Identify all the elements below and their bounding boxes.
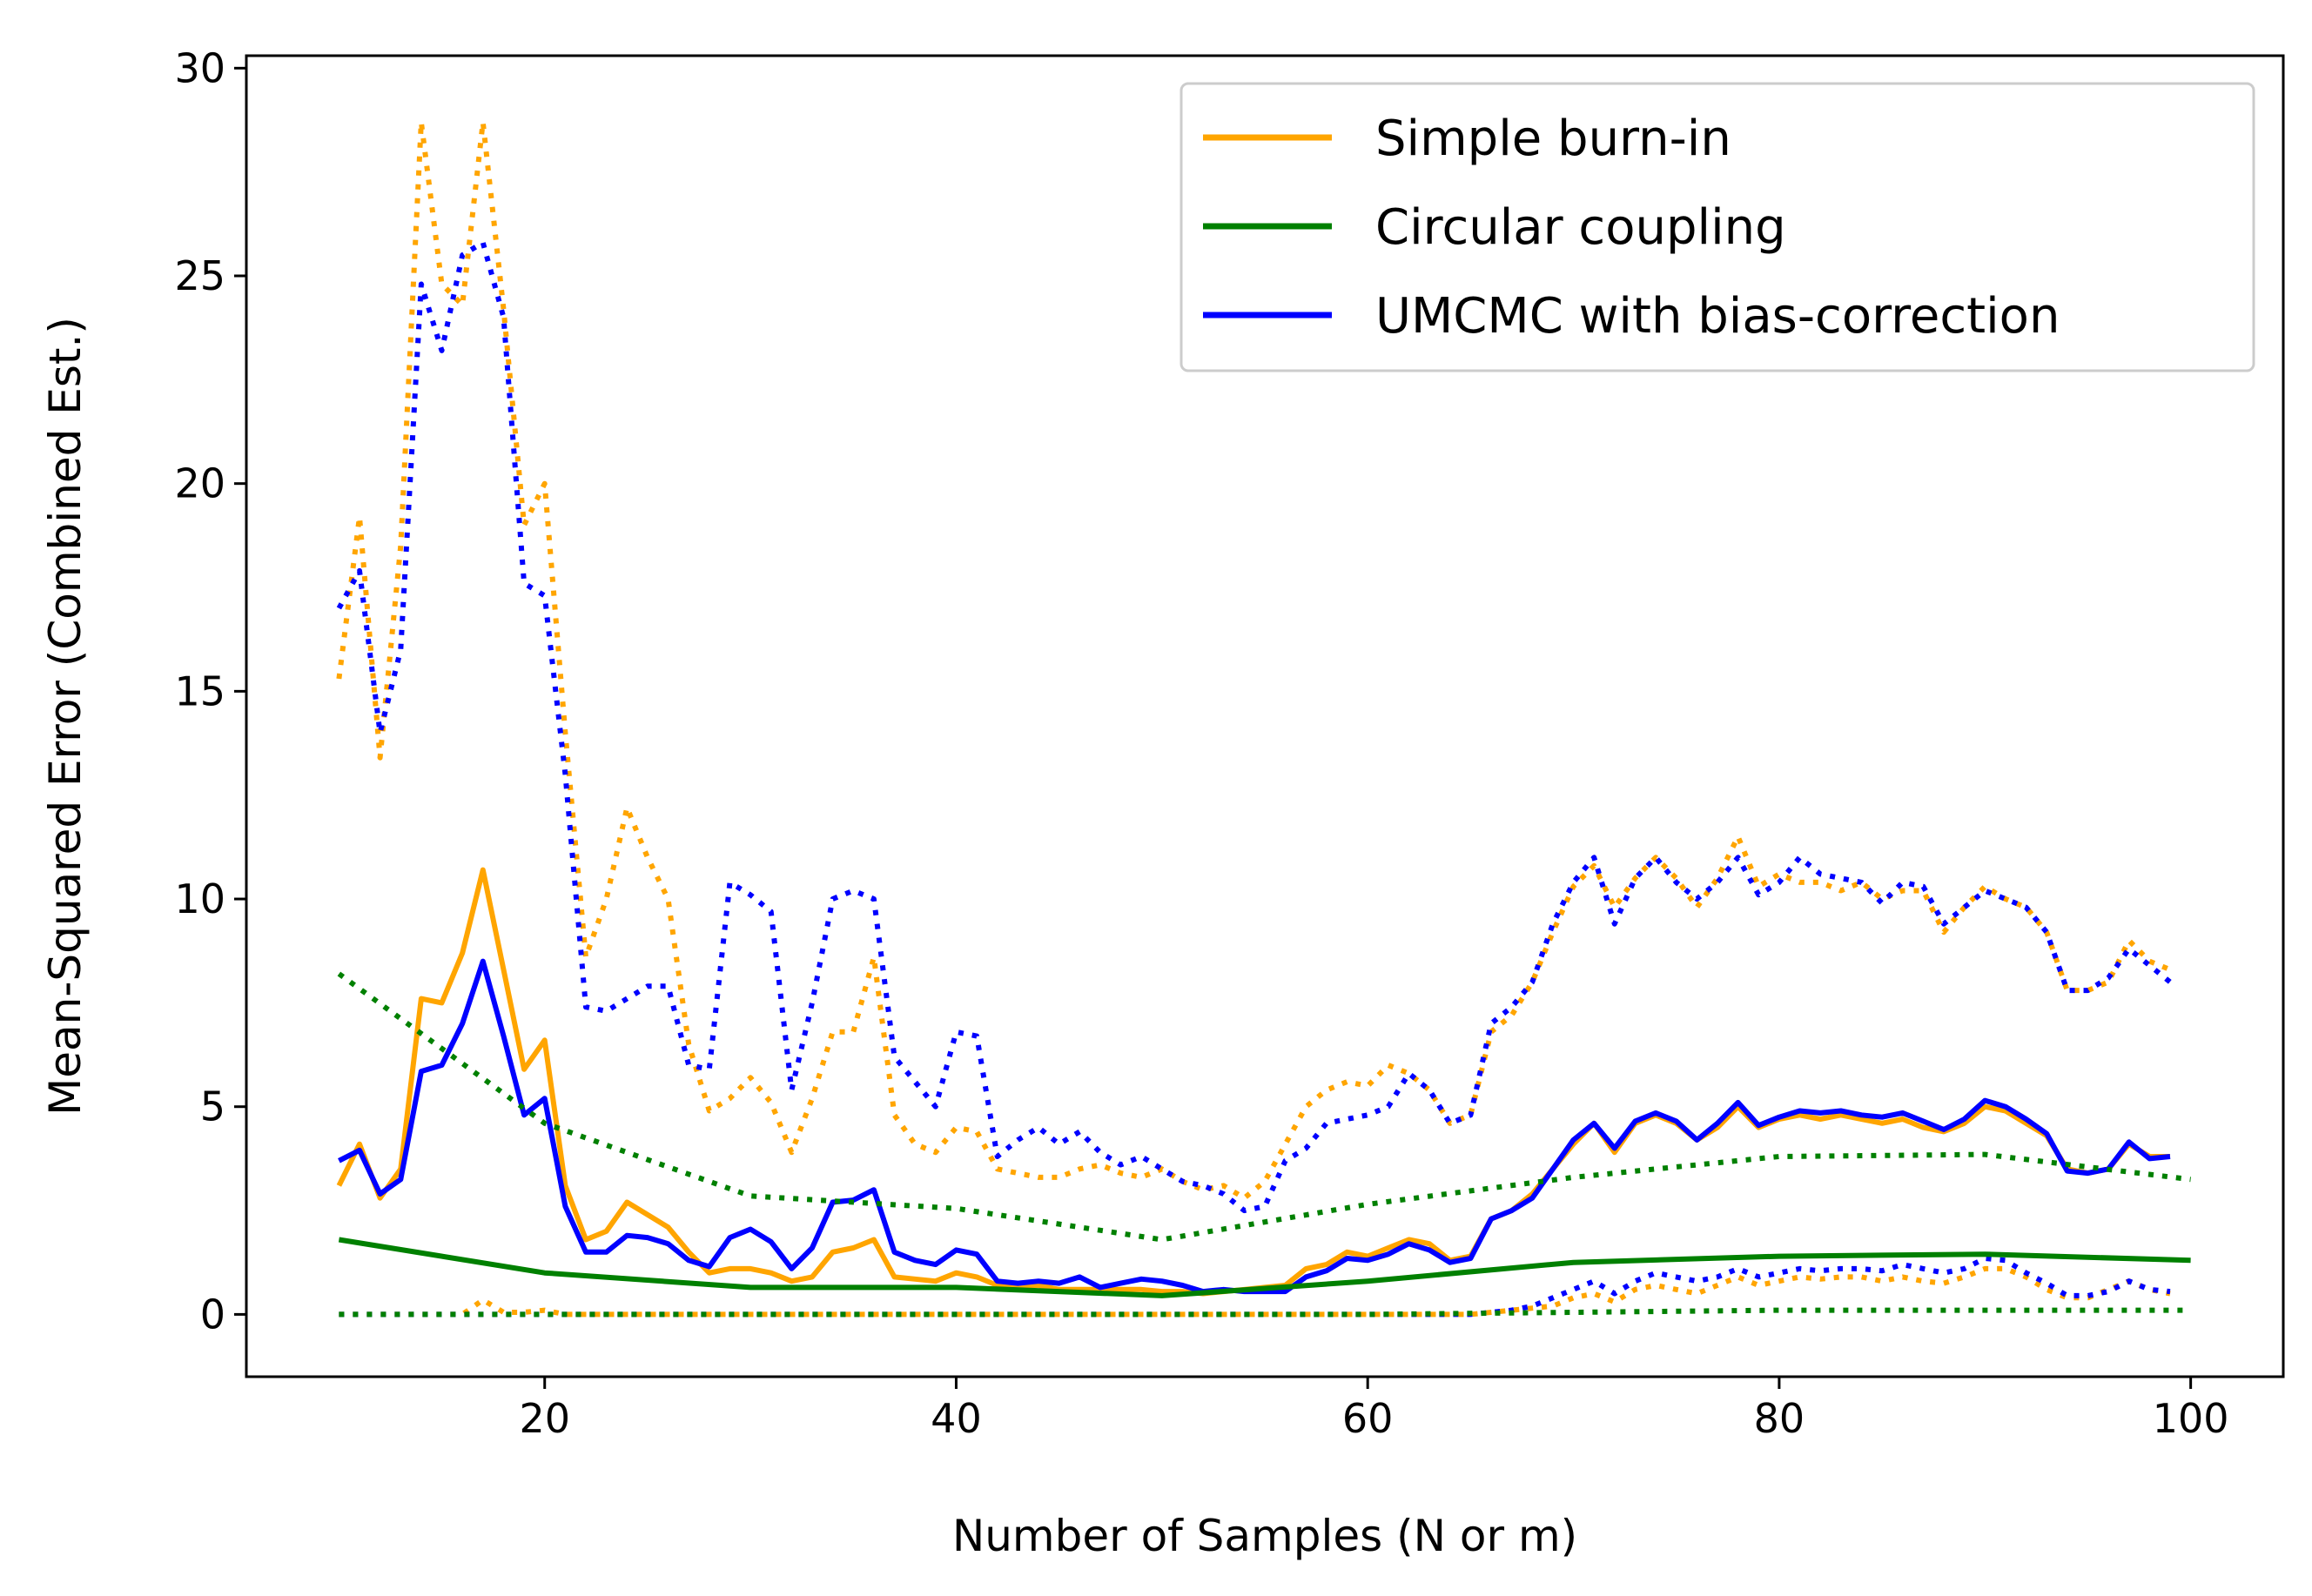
series-line-simple-upper: [336, 119, 2172, 1201]
y-tick-label: 0: [200, 1291, 225, 1338]
x-tick-label: 20: [519, 1395, 570, 1442]
y-tick-label: 25: [174, 252, 225, 299]
plot-frame: [245, 54, 2285, 1378]
series-line-circular-mean: [338, 1237, 2191, 1298]
ticks-layer: 20 40 60 80 100 0 5 10 15 20 25 30: [174, 44, 2228, 1442]
series-line-simple-mean: [336, 867, 2170, 1297]
x-axis-label: Number of Samples (N or m): [952, 1511, 1577, 1561]
legend-label-umcmc: UMCMC with bias-correction: [1375, 288, 2060, 345]
legend: Simple burn-in Circular coupling UMCMC w…: [1180, 82, 2255, 372]
legend-frame: [1180, 82, 2255, 372]
series-layer: [336, 119, 2191, 1318]
legend-label-simple-burn-in: Simple burn-in: [1375, 111, 1731, 167]
series-line-umcmc-upper: [336, 239, 2172, 1214]
x-tick-label: 40: [931, 1395, 982, 1442]
x-tick-label: 80: [1754, 1395, 1805, 1442]
x-tick-label: 60: [1342, 1395, 1394, 1442]
x-tick-label: 100: [2153, 1395, 2229, 1442]
series-line-circular-upper: [337, 971, 2191, 1243]
series-line-simple-lower: [339, 1265, 2171, 1318]
y-tick-label: 30: [174, 44, 225, 91]
legend-label-circular-coupling: Circular coupling: [1375, 199, 1786, 256]
series-line-circular-lower: [339, 1307, 2191, 1318]
y-tick-label: 15: [174, 667, 225, 714]
y-tick-label: 5: [200, 1083, 225, 1130]
y-tick-label: 20: [174, 460, 225, 507]
y-axis-label: Mean-Squared Error (Combined Est.): [40, 317, 91, 1116]
y-tick-label: 10: [174, 875, 225, 922]
series-line-umcmc-mean: [338, 958, 2171, 1295]
